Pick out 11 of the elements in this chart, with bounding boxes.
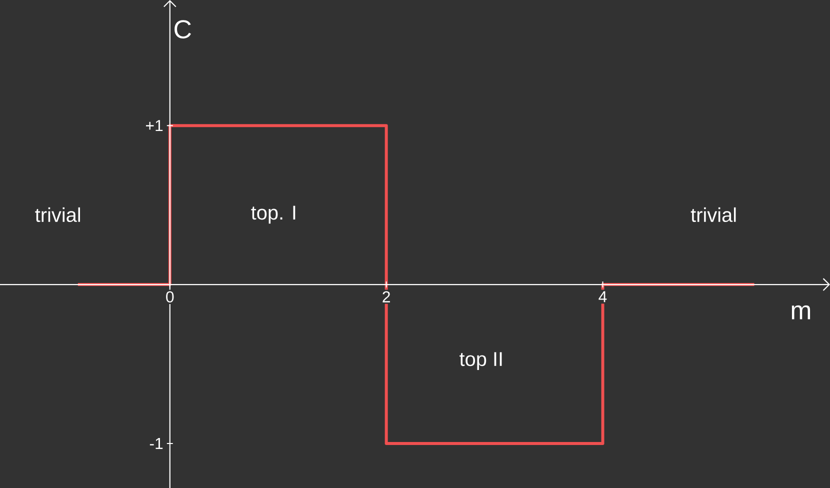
annotation: trivial [35, 207, 80, 222]
y-tick-label: +1 [146, 120, 163, 132]
x-tick-label: 0 [166, 291, 174, 302]
y-axis-title: C [174, 20, 191, 38]
y-tick-label: -1 [150, 438, 163, 449]
x-axis-title: m [792, 305, 810, 320]
annotation: top. I [251, 206, 296, 224]
annotation: top II [460, 352, 502, 370]
x-tick-label: 2 [382, 291, 390, 302]
annotation: trivial [690, 207, 736, 222]
x-tick-label: 4 [598, 291, 607, 302]
